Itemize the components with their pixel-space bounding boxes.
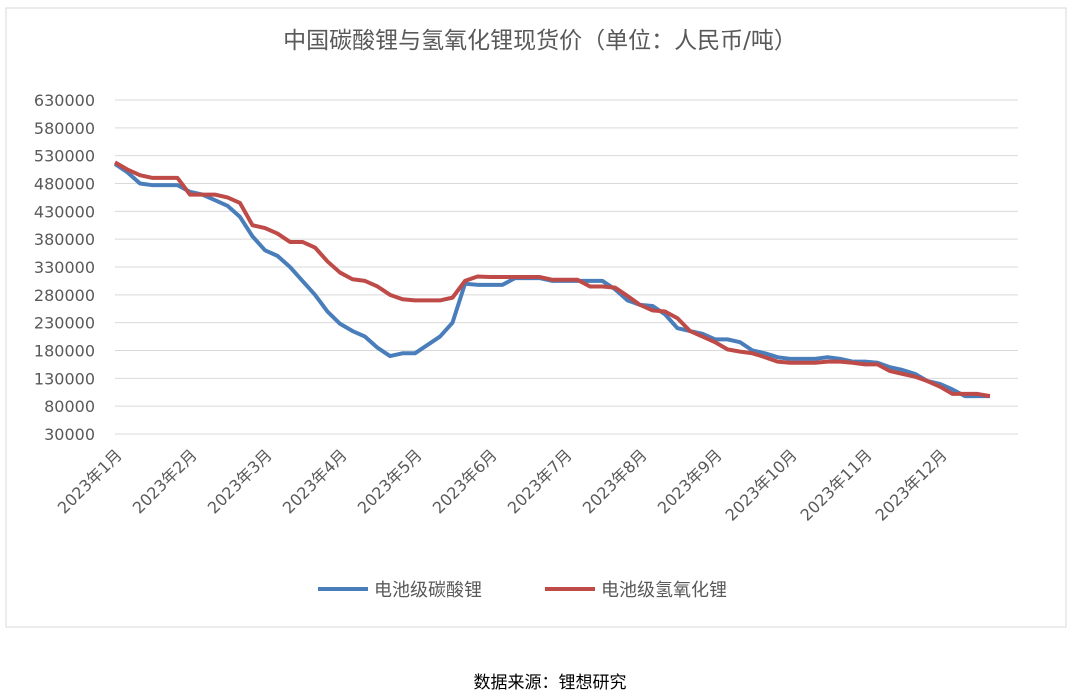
y-tick-label: 80000 bbox=[44, 397, 95, 416]
y-tick-label: 480000 bbox=[34, 175, 95, 194]
y-tick-label: 30000 bbox=[44, 425, 95, 444]
legend-label: 电池级碳酸锂 bbox=[374, 580, 482, 601]
footer: 数据来源：锂想研究 bbox=[474, 673, 627, 693]
y-tick-label: 530000 bbox=[34, 147, 95, 166]
series-line bbox=[113, 160, 991, 399]
y-tick-label: 230000 bbox=[34, 314, 95, 333]
y-tick-label: 380000 bbox=[34, 230, 95, 249]
y-tick-label: 180000 bbox=[34, 342, 95, 361]
y-tick-label: 430000 bbox=[34, 202, 95, 221]
chart-border bbox=[5, 7, 1067, 628]
y-tick-label: 580000 bbox=[34, 119, 95, 138]
y-tick-label: 280000 bbox=[34, 286, 95, 305]
chart-title: 中国碳酸锂与氢氧化锂现货价（单位：人民币/吨） bbox=[283, 28, 797, 54]
legend-label: 电池级氢氧化锂 bbox=[601, 580, 727, 601]
y-tick-label: 130000 bbox=[34, 369, 95, 388]
y-tick-label: 630000 bbox=[34, 91, 95, 110]
y-tick-label: 330000 bbox=[34, 258, 95, 277]
